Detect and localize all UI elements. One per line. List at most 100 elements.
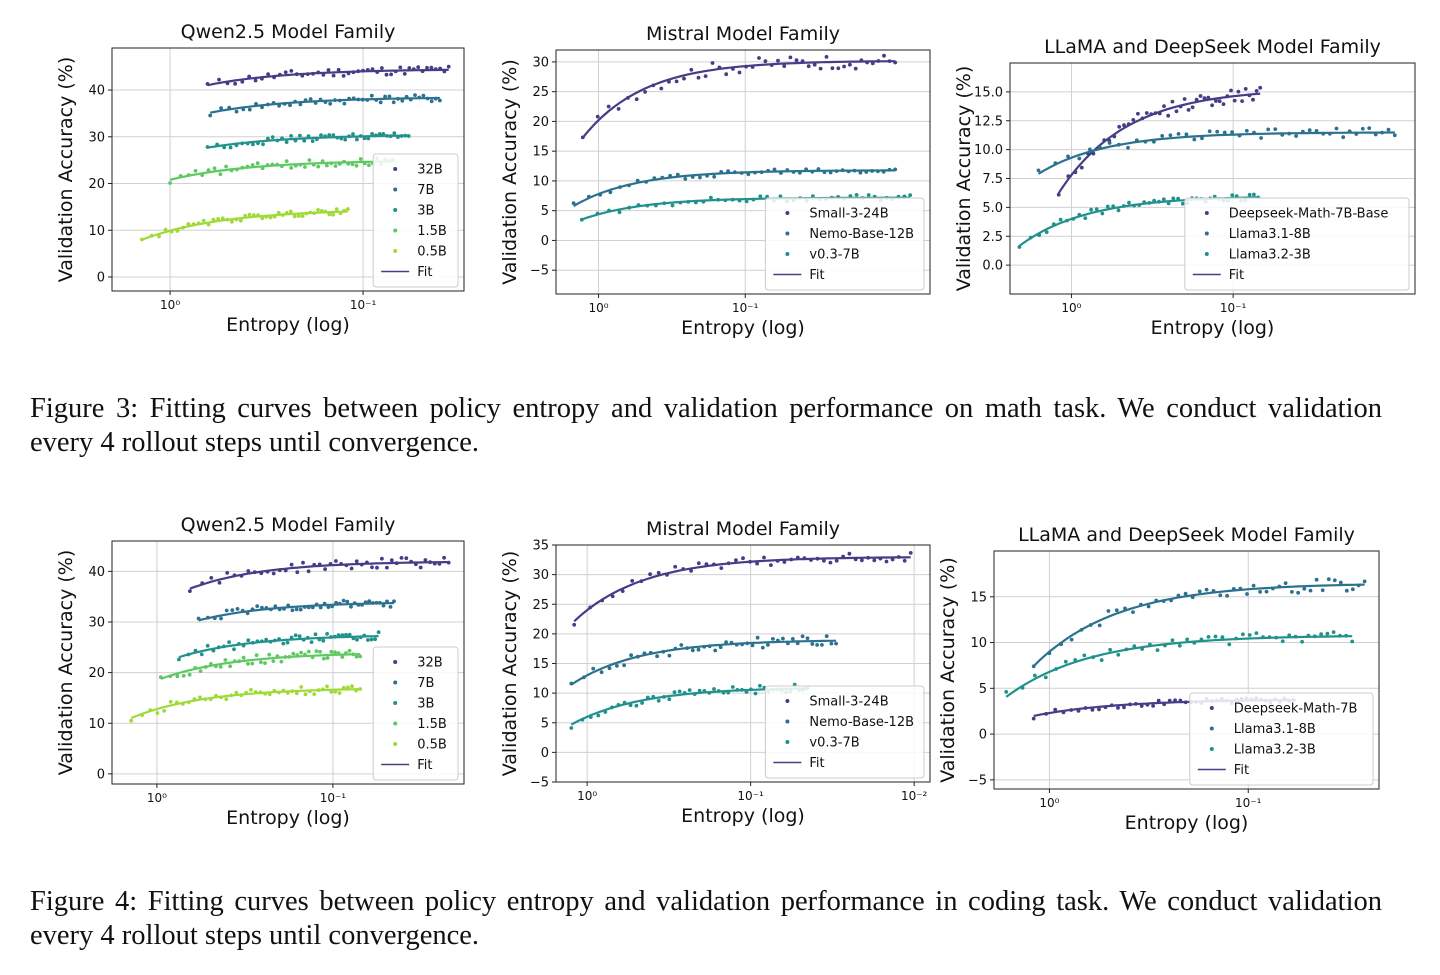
data-point <box>188 589 192 593</box>
data-point <box>334 207 339 212</box>
data-point <box>222 145 227 150</box>
data-point <box>1314 577 1319 582</box>
x-tick-label: 10⁻² <box>901 789 928 803</box>
data-point <box>241 655 246 660</box>
x-axis-label: Entropy (log) <box>681 317 805 339</box>
data-point <box>758 194 763 199</box>
data-point <box>648 572 652 577</box>
data-point <box>655 654 659 659</box>
figure-3-caption: Figure 3: Fitting curves between policy … <box>30 392 1382 460</box>
data-point <box>312 692 317 696</box>
data-point <box>298 133 302 138</box>
legend: Deepseek-Math-7B Llama3.1-8B Llama3.2-3B Fi… <box>1189 692 1374 786</box>
data-point <box>820 643 824 647</box>
legend-label: Fit <box>417 758 432 773</box>
data-point <box>416 65 421 70</box>
data-point <box>758 683 762 688</box>
data-point <box>1251 583 1256 588</box>
data-point <box>418 565 423 570</box>
data-point <box>1105 204 1110 209</box>
data-point <box>659 86 664 91</box>
legend-label: 0.5B <box>417 245 447 260</box>
data-point <box>1053 707 1058 712</box>
data-point <box>279 659 284 664</box>
data-point <box>1280 639 1285 644</box>
data-point <box>308 97 313 101</box>
legend-label: 3B <box>417 204 434 219</box>
data-point <box>303 692 308 697</box>
data-point <box>228 664 233 669</box>
data-point <box>763 59 768 64</box>
data-point <box>1241 632 1245 637</box>
data-point <box>294 607 299 612</box>
legend-marker <box>393 721 398 726</box>
data-point <box>1116 208 1121 213</box>
y-tick-label: 10 <box>970 636 987 651</box>
y-tick-label: 40 <box>88 565 105 580</box>
data-point <box>343 137 348 142</box>
data-point <box>1079 165 1084 170</box>
data-point <box>1056 192 1061 197</box>
fit-curve <box>581 60 896 139</box>
data-point <box>271 659 276 663</box>
data-point <box>1308 588 1313 593</box>
y-axis-label: Validation Accuracy (%) <box>55 550 77 776</box>
data-point <box>1294 134 1298 138</box>
data-point <box>306 134 311 139</box>
data-point <box>347 648 352 653</box>
data-point <box>292 214 297 219</box>
data-point <box>1259 136 1263 140</box>
data-point <box>718 645 723 650</box>
data-point <box>1168 133 1173 138</box>
legend-marker <box>785 211 790 215</box>
data-point <box>177 657 181 662</box>
y-tick-label: 10 <box>532 687 549 702</box>
data-point <box>249 687 253 692</box>
data-point <box>351 132 355 136</box>
data-point <box>290 608 295 613</box>
data-point <box>333 650 337 655</box>
legend-marker <box>1204 231 1209 236</box>
data-point <box>219 616 223 621</box>
data-point <box>709 195 713 200</box>
data-point <box>1225 593 1229 598</box>
data-point <box>902 558 907 563</box>
data-point <box>834 558 839 563</box>
x-axis-label: Entropy (log) <box>1151 317 1275 339</box>
legend-label: 32B <box>417 163 442 178</box>
data-point <box>755 635 760 640</box>
data-point <box>255 604 260 608</box>
x-tick-label: 10⁰ <box>1061 301 1081 315</box>
x-tick-label: 10⁻¹ <box>1220 301 1247 315</box>
plot-frame <box>993 550 1380 790</box>
data-point <box>345 207 350 211</box>
data-point <box>1166 113 1171 118</box>
data-point <box>1144 111 1149 115</box>
x-axis-label: Entropy (log) <box>1125 812 1249 834</box>
data-point <box>1331 630 1336 634</box>
data-point <box>1222 130 1227 135</box>
legend-marker <box>785 719 790 724</box>
data-point <box>1032 673 1037 678</box>
data-point <box>1090 708 1095 712</box>
data-point <box>824 634 829 639</box>
data-point <box>389 558 394 563</box>
data-point <box>355 137 359 142</box>
legend-label: Small-3-24B <box>809 695 888 710</box>
data-point <box>1108 647 1112 652</box>
data-point <box>230 219 234 224</box>
data-point <box>313 632 318 637</box>
y-axis-label: Validation Accuracy (%) <box>937 557 959 783</box>
data-point <box>199 652 204 657</box>
data-point <box>218 172 223 177</box>
data-point <box>1215 129 1220 134</box>
data-point <box>333 689 338 694</box>
y-tick-label: 15.0 <box>974 85 1003 100</box>
data-point <box>224 164 229 169</box>
data-point <box>404 556 409 561</box>
data-point <box>1043 675 1048 680</box>
y-tick-label: −5 <box>530 264 549 279</box>
data-point <box>230 608 235 612</box>
data-point <box>689 67 694 72</box>
data-point <box>815 643 819 647</box>
